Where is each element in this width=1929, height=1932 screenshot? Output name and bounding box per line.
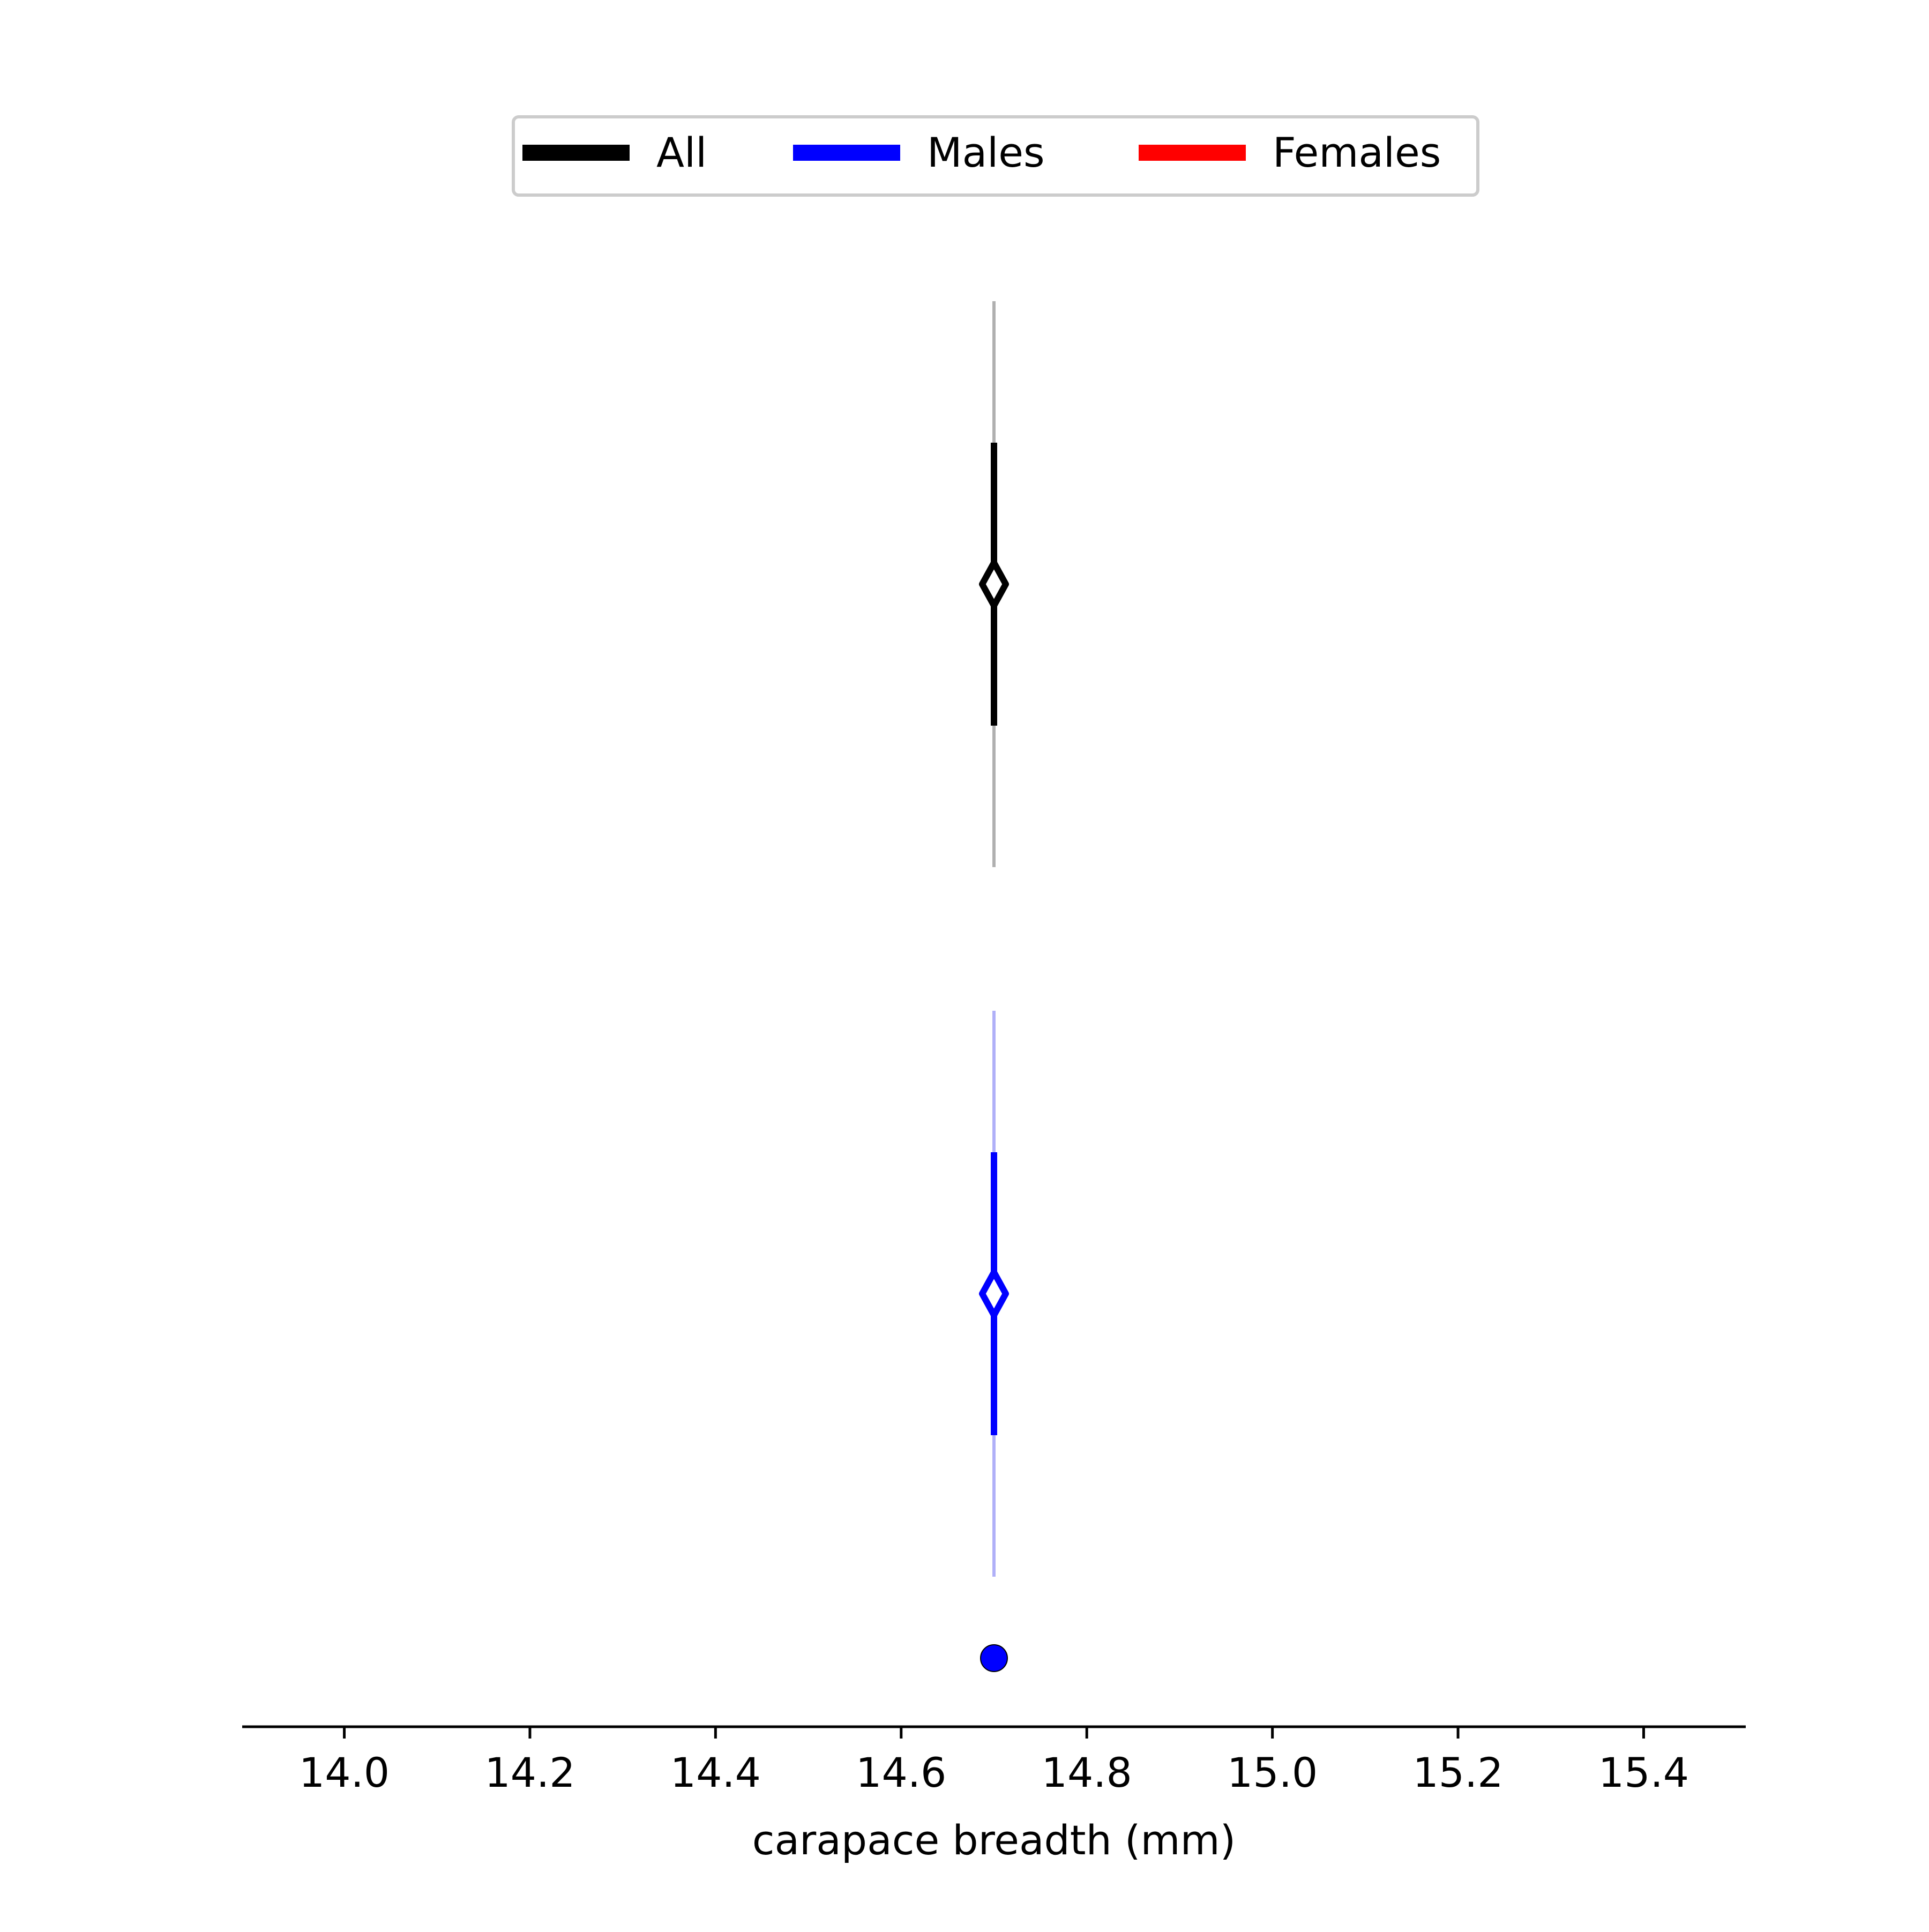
x-tick-label: 15.2 bbox=[1412, 1749, 1503, 1796]
x-axis: 14.0 14.2 14.4 14.6 14.8 15.0 15.2 15.4 carapac… bbox=[242, 1725, 1746, 1864]
males-center-marker bbox=[979, 1269, 1009, 1318]
x-tick-label: 14.0 bbox=[299, 1749, 390, 1796]
plot-area bbox=[979, 301, 1009, 1672]
x-tick-label: 15.4 bbox=[1598, 1749, 1689, 1796]
x-tick-label: 14.6 bbox=[856, 1749, 946, 1796]
legend: All Males Females bbox=[512, 115, 1479, 197]
x-axis-label: carapace breadth (mm) bbox=[752, 1816, 1236, 1864]
males-data-point bbox=[980, 1644, 1008, 1672]
legend-label-all: All bbox=[656, 129, 707, 176]
legend-frame bbox=[512, 115, 1479, 197]
legend-label-males: Males bbox=[927, 129, 1045, 176]
x-tick-label: 14.4 bbox=[670, 1749, 761, 1796]
x-tick-label: 14.8 bbox=[1042, 1749, 1132, 1796]
all-center-marker bbox=[979, 560, 1009, 609]
x-tick-label: 15.0 bbox=[1227, 1749, 1318, 1796]
legend-label-females: Females bbox=[1273, 129, 1441, 176]
x-tick-label: 14.2 bbox=[484, 1749, 575, 1796]
